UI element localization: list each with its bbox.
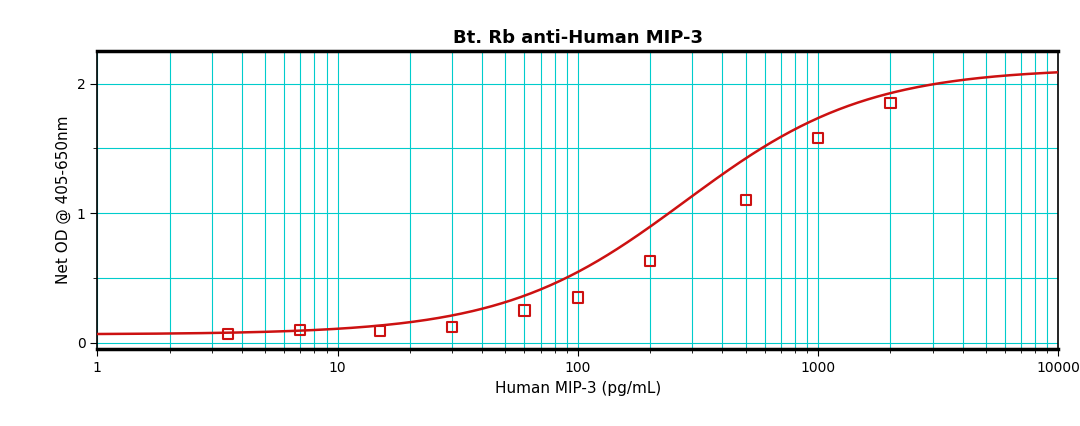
Point xyxy=(372,328,389,334)
Point xyxy=(219,330,237,337)
Point xyxy=(292,326,309,333)
Point xyxy=(810,135,827,141)
Point xyxy=(642,258,659,265)
Point xyxy=(738,197,755,204)
Point xyxy=(516,307,534,314)
Point xyxy=(881,100,899,106)
Point xyxy=(569,294,586,301)
Point xyxy=(444,324,461,331)
Y-axis label: Net OD @ 405-650nm: Net OD @ 405-650nm xyxy=(56,116,71,285)
Title: Bt. Rb anti-Human MIP-3: Bt. Rb anti-Human MIP-3 xyxy=(453,29,703,47)
X-axis label: Human MIP-3 (pg/mL): Human MIP-3 (pg/mL) xyxy=(495,381,661,396)
